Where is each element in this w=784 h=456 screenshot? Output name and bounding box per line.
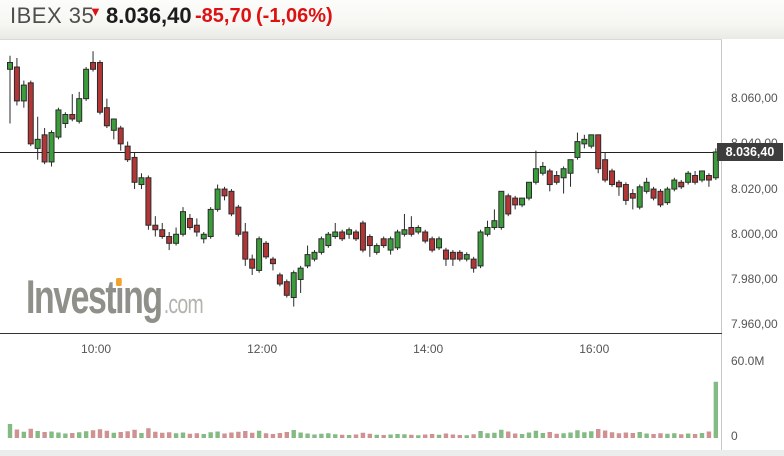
y-axis-tick: 8.060,00 [731, 91, 778, 106]
investing-logo-text: Investı ng [26, 270, 163, 323]
investing-logo-dot-icon [115, 278, 122, 286]
price-down-arrow-icon: ▼ [89, 4, 102, 19]
x-axis-tick: 14:00 [413, 342, 444, 356]
x-axis-tick: 10:00 [81, 342, 112, 356]
candles-group [7, 51, 719, 307]
y-axis-tick: 8.020,00 [731, 181, 778, 196]
investing-logo-suffix: .com [163, 289, 204, 319]
volume-group [7, 381, 719, 438]
footer-strip [0, 450, 784, 456]
last-price-text: 8.036,40 [106, 3, 192, 28]
quote-header: IBEX 35 ▼ 8.036,40 -85,70 (-1,06%) [0, 0, 784, 39]
y-axis-tick: 7.960,00 [731, 317, 778, 332]
y-axis-tick: 8.000,00 [731, 226, 778, 241]
x-axis-tick: 16:00 [579, 342, 610, 356]
price-change: -85,70 [195, 5, 252, 27]
last-price-tag: 8.036,40 [717, 143, 783, 161]
investing-logo: Investı ng .com [26, 270, 204, 323]
price-change-pct: (-1,06%) [256, 5, 333, 27]
y-axis-tick: 7.980,00 [731, 271, 778, 286]
instrument-name: IBEX 35 [10, 3, 95, 28]
volume-axis-tick: 0 [731, 429, 738, 443]
volume-axis-tick: 60.0M [731, 354, 765, 368]
x-axis-tick: 12:00 [247, 342, 278, 356]
